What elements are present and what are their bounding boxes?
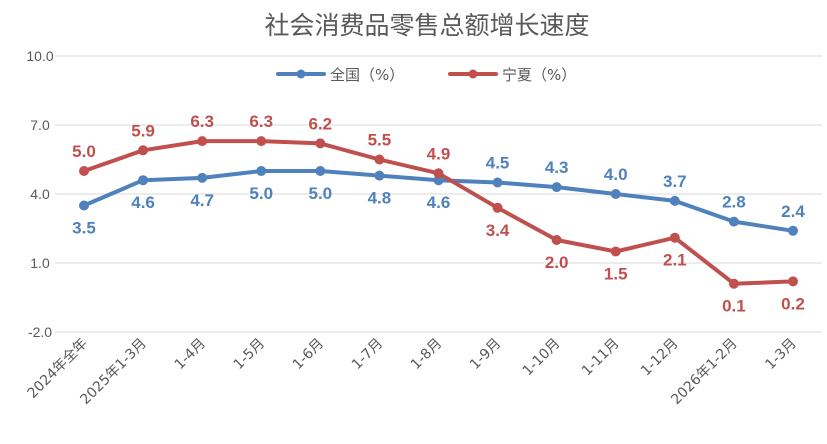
legend-label: 全国（%） [330,66,404,84]
data-point [138,175,149,186]
data-label: 4.7 [190,191,214,210]
data-point [197,136,208,147]
x-tick-label: 1-9月 [467,336,504,373]
data-point [374,170,385,181]
x-tick-label: 2024年全年 [24,335,91,402]
data-point [551,235,562,245]
x-tick-label: 1-6月 [290,336,327,373]
data-point [374,154,385,165]
data-label: 0.2 [781,294,805,313]
data-point [610,189,621,199]
data-label: 5.0 [309,184,333,203]
data-point [433,168,444,179]
legend-label: 宁夏（%） [502,66,576,84]
data-point [551,182,562,193]
data-point [315,138,326,149]
data-label: 3.4 [486,221,510,240]
data-point [728,278,739,289]
chart-title: 社会消费品零售总额增长速度 [264,11,589,40]
data-point [788,225,798,236]
y-tick-label: 4.0 [30,186,50,202]
data-label: 4.6 [427,193,451,212]
data-point [788,276,798,287]
legend-marker [296,69,306,79]
data-label: 2.8 [722,193,746,212]
data-point [197,172,208,183]
data-point [79,200,89,211]
data-point [433,175,444,186]
x-tick-label: 1-7月 [349,336,386,373]
data-label: 2.4 [781,202,805,221]
data-label: 4.5 [486,154,510,173]
data-label: 3.7 [663,172,687,191]
data-label: 4.8 [368,189,392,208]
legend-marker [468,69,478,79]
data-label: 2.0 [545,253,569,272]
data-point [492,202,503,213]
x-tick-label: 1-11月 [579,336,623,380]
data-point [492,177,503,188]
data-label: 4.3 [545,158,569,177]
data-label: 5.0 [72,142,96,161]
data-point [610,246,621,257]
data-point [669,232,680,243]
data-point [256,136,267,147]
data-label: 5.9 [131,121,155,140]
x-tick-label: 1-10月 [520,336,564,380]
data-label: 5.5 [368,131,392,150]
data-label: 5.0 [249,184,273,203]
data-point [256,166,267,176]
y-tick-label: -2.0 [28,324,52,340]
data-label: 4.9 [427,144,451,163]
data-label: 6.2 [309,114,333,133]
data-label: 0.1 [722,297,746,316]
data-label: 2.1 [663,251,687,270]
data-label: 1.5 [604,265,628,284]
y-tick-label: 1.0 [30,255,50,271]
data-label: 3.5 [72,219,96,238]
x-tick-label: 1-12月 [638,336,682,380]
data-point [315,166,326,176]
x-tick-label: 1-3月 [762,336,799,373]
x-tick-label: 1-4月 [172,336,209,373]
y-tick-label: 10.0 [26,48,53,64]
x-tick-label: 1-5月 [231,336,268,373]
data-point [728,216,739,227]
data-label: 6.3 [190,112,214,131]
data-label: 4.0 [604,165,628,184]
y-tick-label: 7.0 [30,117,50,133]
data-point [669,195,680,206]
x-tick-label: 1-8月 [408,336,445,373]
data-point [79,166,89,176]
data-point [138,145,149,156]
data-label: 6.3 [249,112,273,131]
data-label: 4.6 [131,193,155,212]
